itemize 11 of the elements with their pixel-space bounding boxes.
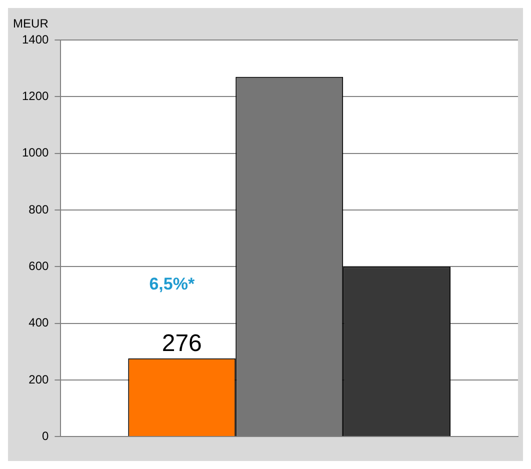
y-tick-label: 1400 [22,32,50,46]
y-tick-label: 1200 [22,88,50,103]
annotation: 6,5%* [149,274,195,294]
y-tick-label: 400 [28,316,50,330]
y-axis-title: MEUR [13,16,49,30]
y-tick-label: 800 [28,202,50,216]
y-tick-label: 600 [28,258,50,273]
data-label: 276 [162,330,202,358]
y-tick-label: 1000 [22,146,50,160]
y-tick-label: 200 [28,372,50,386]
y-tick-label: 0 [42,428,50,443]
